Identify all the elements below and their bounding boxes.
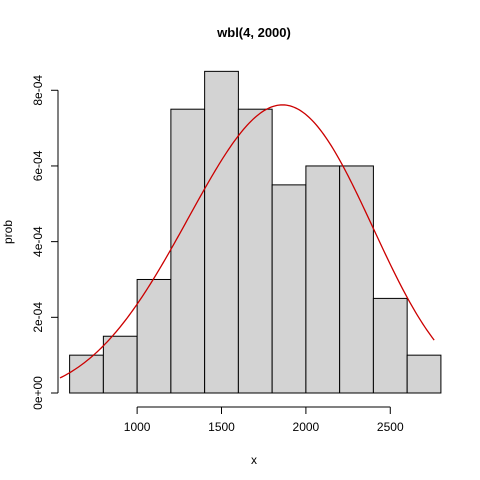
x-axis-label: x xyxy=(251,453,257,467)
y-tick-label: 4e-04 xyxy=(31,226,45,257)
histogram-bars xyxy=(69,70,442,394)
y-tick-label: 8e-04 xyxy=(31,75,45,106)
x-tick-label: 2500 xyxy=(377,420,404,434)
histogram-bar xyxy=(372,297,408,394)
y-tick-label: 2e-04 xyxy=(31,302,45,333)
histogram-bar xyxy=(136,278,172,394)
histogram-bar xyxy=(170,108,206,394)
y-tick-label: 6e-04 xyxy=(31,150,45,181)
histogram-bar xyxy=(204,70,239,394)
x-tick-label: 1000 xyxy=(124,420,151,434)
x-axis: 1000 1500 2000 2500 xyxy=(124,406,404,434)
histogram-bar xyxy=(406,354,442,394)
x-tick-label: 2000 xyxy=(293,420,320,434)
y-axis-label: prob xyxy=(1,220,15,244)
density-curve xyxy=(59,104,435,379)
histogram-bar xyxy=(102,335,138,394)
histogram-bar xyxy=(339,165,374,394)
x-tick-label: 1500 xyxy=(208,420,235,434)
chart-title: wbl(4, 2000) xyxy=(216,25,291,40)
histogram-bar xyxy=(305,165,341,394)
y-axis: 0e+00 2e-04 4e-04 6e-04 8e-04 xyxy=(31,75,59,410)
y-tick-label: 0e+00 xyxy=(31,376,45,410)
histogram-bar xyxy=(237,108,273,394)
histogram-bar xyxy=(271,184,307,394)
